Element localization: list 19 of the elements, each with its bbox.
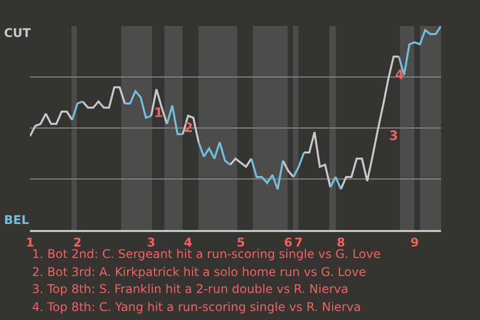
annotation: 2 [184, 121, 194, 136]
annotation: 3 [389, 129, 398, 144]
x-tick-label: 5 [236, 235, 245, 250]
x-tick-label: 2 [73, 235, 82, 250]
x-tick-label: 3 [147, 235, 156, 250]
text: BEL [4, 213, 30, 227]
text: 1. Bot 2nd: C. Sergeant hit a run-scoring single vs G. Love [32, 247, 381, 261]
annotation: 1 [154, 106, 164, 121]
text: 2. Bot 3rd: A. Kirkpatrick hit a solo home run vs G. Love [32, 265, 366, 279]
x-tick-label: 9 [410, 235, 419, 250]
x-tick-label: 4 [184, 235, 192, 250]
annotation: 4 [395, 68, 404, 83]
x-tick-label: 8 [336, 235, 346, 250]
x-tick-label: 7 [294, 235, 303, 250]
annotation: CUT [4, 26, 32, 40]
x-tick-label: 6 [284, 235, 292, 250]
text: 3. Top 8th: S. Franklin hit a 2-run double vs R. Nierva [32, 282, 348, 296]
x-tick-label: 1 [26, 235, 34, 250]
text: 4. Top 8th: C. Yang hit a run-scoring single vs R. Nierva [32, 300, 361, 314]
